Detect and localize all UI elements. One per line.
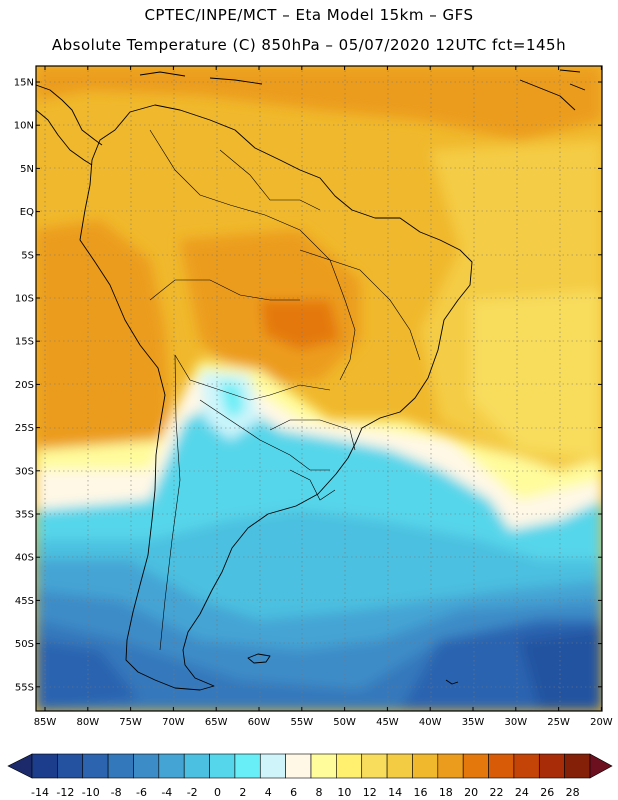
colorbar-tick-label: -12 [56, 786, 74, 799]
colorbar-tick-label: -4 [161, 786, 172, 799]
colorbar-tick-label: 14 [388, 786, 402, 799]
lat-label: 35S [15, 510, 34, 521]
colorbar-tick-label: 16 [413, 786, 427, 799]
colorbar-swatch [107, 753, 134, 779]
colorbar-tick-label: 22 [490, 786, 504, 799]
lon-label: 60W [248, 717, 271, 728]
map-title-line2: Absolute Temperature (C) 850hPa – 05/07/… [51, 36, 567, 54]
lat-label: 55S [15, 682, 34, 693]
lon-label: 45W [376, 717, 399, 728]
lon-label: 70W [162, 717, 185, 728]
lon-label: 35W [462, 717, 485, 728]
colorbar-tick-label: 0 [214, 786, 221, 799]
caribbean-islands [139, 69, 586, 111]
colorbar-swatch [361, 753, 388, 779]
colorbar-swatch [285, 753, 312, 779]
lat-label: 45S [15, 596, 34, 607]
colorbar-tick-label: 6 [290, 786, 297, 799]
lon-label: 25W [547, 717, 570, 728]
colorbar-tick-label: 2 [239, 786, 246, 799]
south-america-coastline [79, 104, 473, 691]
lon-label: 50W [333, 717, 356, 728]
falkland-islands [247, 653, 271, 664]
colorbar-tick-label: 28 [566, 786, 580, 799]
colorbar-swatch [57, 753, 84, 779]
lat-label: 15S [15, 337, 34, 348]
lat-label: 20S [15, 380, 34, 391]
colorbar-tick-label: 8 [316, 786, 323, 799]
colorbar-swatch [234, 753, 261, 779]
colorbar-swatch [310, 753, 337, 779]
lat-label: 40S [15, 553, 34, 564]
lon-label: 85W [34, 717, 57, 728]
lon-label: 75W [119, 717, 142, 728]
colorbar-swatch [31, 753, 58, 779]
colorbar-swatch [336, 753, 363, 779]
country-borders [149, 129, 421, 651]
colorbar-swatch [437, 753, 464, 779]
colorbar-swatch [82, 753, 109, 779]
colorbar-high-end [589, 753, 613, 779]
lon-label: 20W [590, 717, 613, 728]
colorbar-tick-label: 10 [337, 786, 351, 799]
colorbar-tick-label: 4 [265, 786, 272, 799]
colorbar-swatch [133, 753, 160, 779]
lat-label: 30S [15, 466, 34, 477]
colorbar-swatch [259, 753, 286, 779]
lat-label: 50S [15, 639, 34, 650]
south-georgia [445, 679, 459, 685]
colorbar-tick-label: 20 [464, 786, 478, 799]
lat-label: 5S [21, 250, 34, 261]
colorbar-tick-label: -14 [31, 786, 49, 799]
latitude-labels: 15N 10N 5N EQ 5S 10S 15S 20S 25S 30S 35S 40S 45S 50S 5… [14, 78, 34, 694]
coastlines [36, 69, 586, 691]
colorbar-tick-label: 18 [439, 786, 453, 799]
lat-label: 10N [14, 121, 34, 132]
colorbar-swatch [538, 753, 565, 779]
colorbar: -14 -12 -10 -8 -6 -4 -2 0 2 4 6 8 10 12 14 16 18 20 22 24 26… [7, 753, 613, 799]
map-title-line1: CPTEC/INPE/MCT – Eta Model 15km – GFS [144, 6, 474, 24]
colorbar-swatch [183, 753, 210, 779]
longitude-labels: 85W 80W 75W 70W 65W 60W 55W 50W 45W 40W 35W 30W 25W 2… [34, 717, 613, 728]
colorbar-swatch [209, 753, 236, 779]
colorbar-swatch [386, 753, 413, 779]
colorbar-swatch [158, 753, 185, 779]
temperature-field [36, 66, 602, 711]
colorbar-tick-label: -8 [111, 786, 122, 799]
colorbar-tick-label: 26 [540, 786, 554, 799]
lat-label: 10S [15, 294, 34, 305]
lon-label: 65W [205, 717, 228, 728]
colorbar-swatch [488, 753, 515, 779]
colorbar-tick-label: 12 [363, 786, 377, 799]
map-frame [35, 65, 603, 712]
colorbar-swatch [462, 753, 489, 779]
colorbar-low-end [7, 753, 33, 779]
colorbar-tick-label: -6 [136, 786, 147, 799]
lon-label: 80W [76, 717, 99, 728]
lat-label: 15N [14, 78, 34, 89]
colorbar-tick-label: -2 [187, 786, 198, 799]
colorbar-swatch [412, 753, 439, 779]
colorbar-tick-label: -10 [82, 786, 100, 799]
colorbar-swatch [513, 753, 540, 779]
lon-label: 30W [504, 717, 527, 728]
lat-label: EQ [20, 207, 34, 218]
axis-ticks [36, 66, 602, 711]
lon-label: 55W [290, 717, 313, 728]
lon-label: 40W [419, 717, 442, 728]
colorbar-tick-label: 24 [515, 786, 529, 799]
colorbar-swatch [564, 753, 591, 779]
central-america-coastline [36, 84, 103, 166]
lat-label: 5N [20, 164, 34, 175]
lat-label: 25S [15, 423, 34, 434]
